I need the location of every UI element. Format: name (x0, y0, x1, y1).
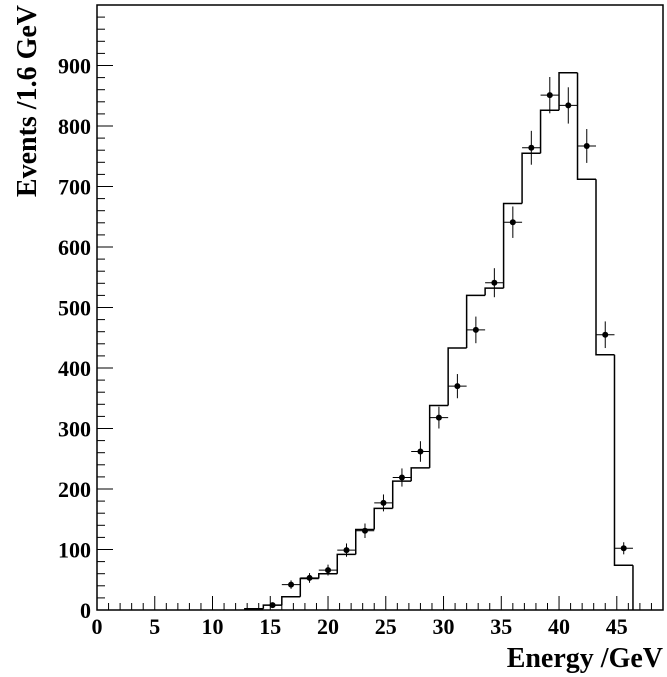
data-marker (361, 527, 368, 534)
data-marker (546, 92, 553, 99)
data-marker (565, 102, 572, 109)
data-point (540, 76, 560, 114)
x-tick-label: 25 (375, 614, 397, 639)
data-point (337, 543, 356, 557)
data-point (466, 316, 486, 344)
y-axis-title: Events /1.6 GeV (12, 5, 43, 197)
x-tick-label: 30 (433, 614, 455, 639)
data-point (577, 129, 597, 163)
data-marker (288, 581, 295, 588)
y-tick-label: 600 (58, 235, 91, 260)
data-point (522, 130, 541, 165)
data-point (318, 564, 338, 576)
data-point (281, 580, 301, 589)
data-marker (306, 574, 313, 581)
axis-ticks (96, 16, 664, 611)
x-tick-label: 0 (92, 614, 103, 639)
data-points (263, 76, 633, 609)
y-tick-label: 400 (58, 356, 91, 381)
histogram-bin (336, 553, 356, 574)
x-axis-title: Energy /GeV (507, 643, 663, 674)
data-point (485, 268, 504, 298)
histogram-bin (595, 179, 615, 356)
histogram-bin (244, 608, 264, 610)
data-marker (602, 331, 609, 338)
data-point (355, 523, 375, 539)
x-tick-label: 5 (149, 614, 160, 639)
histogram-bin (539, 109, 560, 154)
data-point (448, 374, 467, 399)
histogram-bin (613, 354, 633, 566)
data-point (596, 321, 615, 349)
data-point (392, 468, 412, 487)
histogram-bin (576, 72, 597, 180)
x-tick-label: 45 (606, 614, 628, 639)
histogram-bin (281, 595, 301, 606)
histogram-bin (447, 347, 467, 406)
histogram-bin (465, 294, 486, 349)
data-point (559, 87, 578, 124)
y-tick-label: 800 (58, 114, 91, 139)
histogram-bin (410, 467, 430, 482)
histogram-bin (354, 528, 375, 555)
histogram-bin (502, 202, 523, 289)
histogram-bin (391, 480, 412, 509)
data-marker (454, 383, 461, 390)
histogram-bin (521, 152, 541, 204)
histogram-bin (484, 287, 504, 296)
data-point (614, 542, 633, 555)
histogram-bin (558, 72, 578, 111)
x-tick-label: 35 (490, 614, 512, 639)
data-marker (380, 499, 387, 506)
data-point (374, 494, 393, 512)
histogram-bin (373, 507, 393, 530)
y-tick-label: 0 (80, 598, 91, 623)
data-marker (620, 545, 627, 552)
histogram-bin (318, 572, 338, 579)
data-marker (583, 142, 590, 149)
data-point (300, 573, 319, 583)
data-point (429, 406, 449, 429)
histogram-bin (299, 577, 319, 597)
histogram-bin (428, 404, 449, 468)
data-point (503, 206, 523, 238)
data-marker (269, 602, 276, 609)
y-tick-label: 500 (58, 296, 91, 321)
data-marker (528, 144, 535, 151)
data-marker (435, 414, 442, 421)
data-point (263, 602, 282, 609)
x-tick-label: 15 (259, 614, 281, 639)
data-marker (491, 279, 498, 286)
data-marker (325, 567, 332, 574)
x-tick-label: 40 (548, 614, 570, 639)
data-marker (472, 326, 479, 333)
data-marker (509, 219, 516, 226)
y-tick-label: 900 (58, 54, 91, 79)
data-marker (417, 448, 424, 455)
y-tick-label: 100 (58, 538, 91, 563)
data-point (411, 441, 430, 462)
y-tick-label: 700 (58, 175, 91, 200)
data-marker (398, 474, 405, 481)
x-tick-label: 20 (317, 614, 339, 639)
y-tick-label: 200 (58, 477, 91, 502)
histogram (244, 72, 634, 610)
tick-labels: 0 5 10 15 20 25 30 35 40 45 0 100 200 300 400 500 600 700… (58, 54, 628, 640)
x-tick-label: 10 (202, 614, 224, 639)
y-tick-label: 300 (58, 417, 91, 442)
data-marker (343, 547, 350, 554)
